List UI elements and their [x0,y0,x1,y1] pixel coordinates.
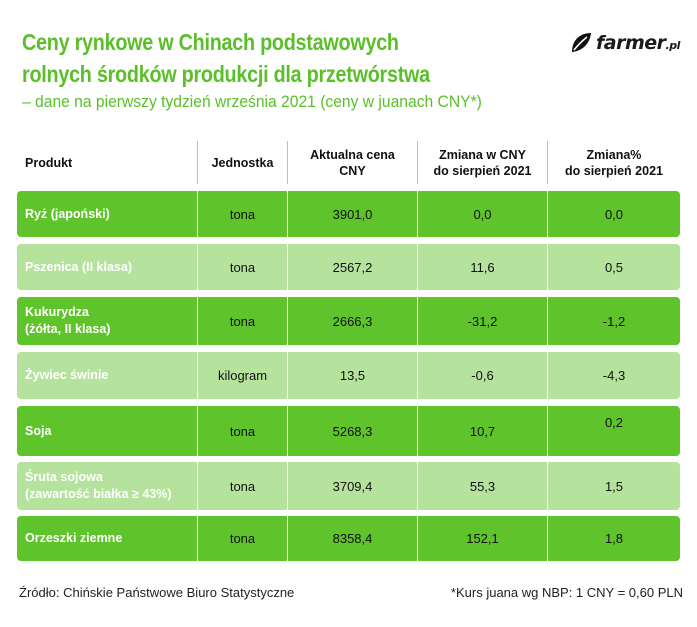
col-header-change-pct: Zmiana% do sierpień 2021 [565,147,663,178]
change-cny-cell: 152,1 [466,531,499,546]
change-cny-cell: 0,0 [473,206,492,222]
change-pct-cell: 1,8 [604,531,624,546]
product-name: Śruta sojowa (zawartość białka ≥ 43%) [25,470,172,501]
price-table: Produkt Jednostka Aktualna cena CNY Zmian… [17,141,680,561]
source-note: Źródło: Chińskie Państwowe Biuro Statyst… [19,585,295,600]
table-row: Orzeszki ziemne tona 8358,4 152,1 1,8 [17,516,680,561]
unit-cell: tona [229,313,256,329]
table-row: Soja tona 5268,3 10,7 0,2 [17,406,680,456]
change-pct-cell: -1,2 [602,313,626,329]
col-header-product: Produkt [25,155,73,170]
change-cny-cell: 11,6 [470,259,495,275]
change-pct-cell: -4,3 [602,368,626,383]
unit-cell: tona [229,531,256,546]
change-pct-cell: 0,5 [604,259,624,275]
col-header-change-cny: Zmiana w CNY do sierpień 2021 [433,147,532,178]
unit-cell: tona [229,259,256,275]
change-pct-cell: 1,5 [604,478,624,494]
leaf-icon [572,33,591,52]
product-name: Pszenica (II klasa) [25,259,133,274]
unit-cell: tona [229,206,256,222]
unit-cell: tona [229,423,256,439]
exchange-rate-note: *Kurs juana wg NBP: 1 CNY = 0,60 PLN [450,585,683,600]
change-pct-cell: 0,2 [604,415,624,430]
change-pct-cell: 0,0 [604,206,624,222]
price-cell: 2666,3 [332,313,373,329]
price-cell: 8358,4 [332,531,373,546]
unit-cell: tona [229,478,256,494]
price-cell: 3901,0 [332,206,373,222]
farmer-logo: farmer.pl [568,28,688,58]
change-cny-cell: -31,2 [467,313,498,329]
product-name: Kukurydza (żółta, II klasa) [25,305,111,336]
price-cell: 3709,4 [332,478,373,494]
product-name: Żywiec świnie [25,368,109,382]
product-name: Orzeszki ziemne [25,531,123,545]
product-name: Ryż (japoński) [25,206,110,221]
col-header-unit: Jednostka [211,155,274,170]
table-row: Kukurydza (żółta, II klasa) tona 2666,3 -… [17,297,680,345]
col-header-price: Aktualna cena CNY [310,147,395,178]
page-subtitle: – dane na pierwszy tydzień września 2021… [22,92,482,111]
table-row: Żywiec świnie kilogram 13,5 -0,6 -4,3 [17,352,680,399]
table-row: Ryż (japoński) tona 3901,0 0,0 0,0 [17,191,680,237]
logo-text: farmer.pl [596,32,680,54]
price-cell: 2567,2 [332,259,373,275]
title-line-2: rolnych środków produkcji dla przetwórst… [22,61,430,87]
change-cny-cell: -0,6 [471,368,494,383]
title-line-1: Ceny rynkowe w Chinach podstawowych [22,29,399,55]
unit-cell: kilogram [217,368,268,383]
page-title: Ceny rynkowe w Chinach podstawowych roln… [22,26,469,90]
price-cell: 13,5 [339,368,366,383]
price-cell: 5268,3 [332,423,373,439]
change-cny-cell: 55,3 [469,478,496,494]
product-name: Soja [25,423,52,438]
table-header: Produkt Jednostka Aktualna cena CNY Zmian… [17,141,680,184]
table-row: Pszenica (II klasa) tona 2567,2 11,6 0,5 [17,244,680,290]
table-row: Śruta sojowa (zawartość białka ≥ 43%) ton… [17,462,680,510]
change-cny-cell: 10,7 [469,423,496,439]
